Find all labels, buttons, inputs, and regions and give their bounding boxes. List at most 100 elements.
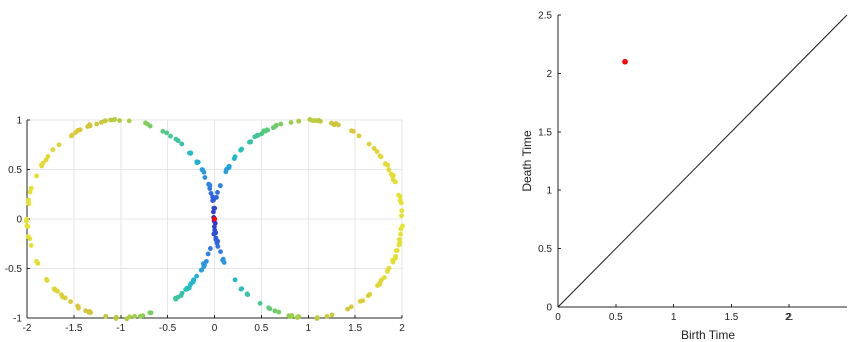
point-cloud-point — [239, 146, 245, 152]
point-cloud-point — [214, 194, 219, 200]
right-x-tick-label: 0 — [555, 312, 561, 323]
point-cloud-point — [194, 273, 200, 279]
right-x-tick-label: 1 — [671, 312, 677, 323]
point-cloud-point — [26, 197, 31, 203]
point-cloud-point — [386, 167, 392, 173]
point-cloud-point — [221, 260, 227, 265]
right-y-tick-label: 1 — [546, 186, 552, 197]
point-cloud-point — [191, 277, 197, 283]
point-cloud-plot: -2 -1.5 -1 -0.5 0 0.5 1 1.5 2 -1 -0.5 0 0.5 1 — [5, 116, 405, 335]
point-cloud-point — [224, 166, 229, 172]
right-y-tick-label: 1.5 — [538, 127, 552, 138]
y-axis-title: Death Time — [520, 130, 534, 192]
point-cloud-point — [248, 139, 254, 145]
right-y-tick-label: 2 — [546, 69, 552, 80]
point-cloud-point — [276, 309, 282, 315]
point-cloud-point — [390, 259, 396, 265]
point-cloud-point — [232, 154, 238, 160]
point-cloud-point — [175, 294, 181, 300]
point-cloud-point — [34, 258, 39, 264]
point-cloud-point — [87, 122, 93, 128]
point-cloud-point — [238, 286, 244, 292]
point-cloud-point — [307, 117, 313, 122]
point-cloud-point — [388, 171, 394, 177]
point-cloud-point — [218, 249, 223, 255]
persistence-diagram: 0 0.5 1 1.5 22.00.511.522.5 Birth Time Death… — [520, 11, 848, 342]
point-cloud-point — [272, 308, 278, 314]
point-cloud-point — [399, 213, 404, 219]
point-cloud-point — [398, 231, 404, 237]
left-y-tick-label: -0.5 — [5, 264, 23, 275]
point-cloud-point — [217, 183, 223, 188]
point-cloud-point — [351, 128, 356, 134]
point-cloud-point — [126, 118, 132, 124]
right-x-tick-label: 0.5 — [609, 312, 623, 323]
persistence-point — [622, 58, 628, 65]
point-cloud-point — [73, 130, 79, 135]
point-cloud-point — [94, 121, 100, 127]
point-cloud-point — [264, 127, 270, 133]
left-x-tick-label: 0 — [212, 323, 218, 334]
point-cloud-point — [23, 218, 29, 224]
point-cloud-point — [24, 223, 30, 229]
point-cloud-point — [208, 190, 214, 196]
point-cloud-point — [397, 194, 403, 199]
highlight-point — [211, 216, 218, 222]
point-cloud-point — [207, 246, 213, 251]
point-cloud-point — [26, 201, 32, 207]
point-cloud-point — [207, 186, 213, 191]
persistence-points — [622, 58, 628, 65]
point-cloud-point — [360, 298, 366, 304]
point-cloud-point — [75, 304, 81, 310]
point-cloud-point — [398, 200, 404, 206]
point-cloud-point — [188, 151, 193, 156]
point-cloud-point — [211, 209, 216, 215]
point-cloud-point — [186, 285, 192, 291]
right-y-tick-label: 0 — [546, 303, 552, 314]
x-axis-title: Birth Time — [681, 328, 735, 342]
point-cloud-point — [62, 295, 68, 301]
left-x-tick-label: 1 — [305, 323, 311, 334]
point-cloud-point — [329, 120, 334, 126]
point-cloud-point — [175, 138, 181, 144]
point-cloud-point — [205, 251, 211, 257]
point-cloud-point — [103, 313, 109, 319]
point-cloud-point — [50, 147, 56, 153]
point-cloud-point — [68, 299, 74, 305]
point-cloud-point — [348, 304, 354, 310]
right-x-tick-label: 1.5 — [724, 312, 738, 323]
point-cloud-point — [112, 116, 117, 122]
point-cloud-point — [39, 163, 45, 169]
point-cloud-point — [232, 277, 238, 283]
point-cloud-point — [289, 313, 295, 319]
point-cloud-point — [56, 142, 62, 148]
point-cloud-point — [44, 278, 50, 283]
right-x-tick-label: 2 — [786, 312, 792, 323]
point-cloud-point — [288, 120, 294, 125]
point-cloud-point — [296, 118, 302, 124]
point-cloud-point — [215, 244, 221, 249]
point-cloud-point — [393, 253, 399, 259]
left-y-tick-label: 1 — [16, 116, 22, 127]
left-x-tick-label: -1.5 — [65, 323, 83, 334]
point-cloud-point — [381, 275, 387, 280]
left-x-tick-label: -2 — [23, 323, 32, 334]
point-cloud-point — [132, 313, 137, 319]
point-cloud-point — [179, 141, 185, 147]
point-cloud-point — [28, 242, 34, 248]
right-y-tick-label: 0.5 — [538, 244, 552, 255]
point-cloud-point — [377, 280, 383, 286]
point-cloud-point — [394, 248, 400, 253]
point-cloud-point — [168, 133, 173, 139]
left-x-tick-label: 0.5 — [254, 323, 268, 334]
point-cloud-point — [245, 292, 251, 298]
left-y-tick-label: 0.5 — [8, 165, 22, 176]
point-cloud-point — [312, 118, 318, 123]
point-cloud-point — [257, 300, 263, 306]
point-cloud-point — [198, 267, 204, 273]
right-x-tick-label: 2. — [785, 312, 793, 323]
point-cloud-point — [211, 224, 217, 230]
left-x-tick-label: 1.5 — [348, 323, 362, 334]
point-cloud-point — [215, 189, 220, 195]
